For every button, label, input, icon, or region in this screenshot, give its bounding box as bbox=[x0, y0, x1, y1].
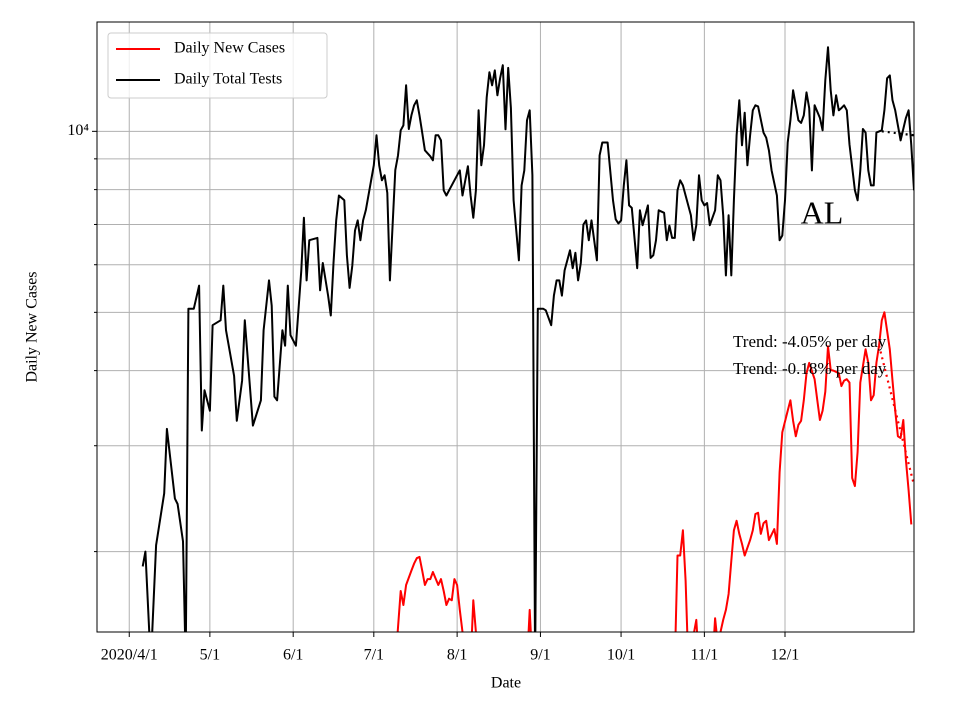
y-tick-label: 10⁴ bbox=[67, 122, 89, 139]
legend: Daily New Cases Daily Total Tests bbox=[107, 32, 328, 99]
plot-frame bbox=[96, 21, 915, 633]
legend-box bbox=[107, 32, 328, 99]
x-tick-label: 9/1 bbox=[530, 647, 550, 664]
x-tick-label: 5/1 bbox=[200, 647, 220, 664]
series-line bbox=[396, 311, 913, 632]
annotation: Trend: -0.18% per day bbox=[733, 359, 887, 378]
y-axis-label: Daily New Cases bbox=[24, 271, 41, 382]
x-tick-label: 11/1 bbox=[690, 647, 718, 664]
annotation: AL bbox=[801, 194, 844, 230]
x-tick-label: 10/1 bbox=[607, 647, 635, 664]
series-line bbox=[141, 46, 914, 632]
x-tick-label: 8/1 bbox=[447, 647, 467, 664]
legend-label: Daily Total Tests bbox=[174, 71, 282, 88]
x-tick-label: 2020/4/1 bbox=[101, 647, 158, 664]
x-tick-label: 12/1 bbox=[771, 647, 799, 664]
x-tick-label: 7/1 bbox=[364, 647, 384, 664]
legend-label: Daily New Cases bbox=[174, 40, 285, 57]
x-tick-label: 6/1 bbox=[283, 647, 303, 664]
annotation: Trend: -4.05% per day bbox=[733, 332, 887, 351]
x-axis-label: Date bbox=[491, 675, 521, 692]
